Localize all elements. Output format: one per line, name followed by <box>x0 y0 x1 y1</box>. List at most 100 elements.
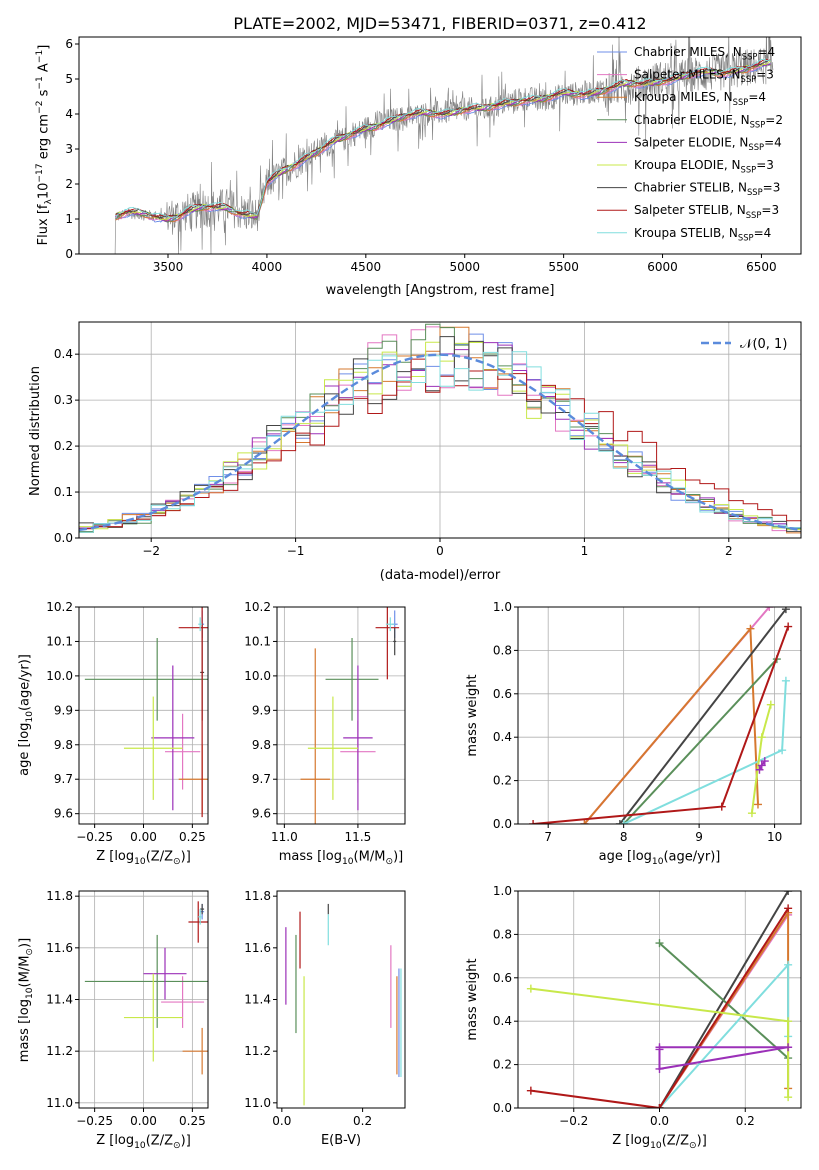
y-tick-label: 4 <box>65 107 73 121</box>
x-tick-label: −2 <box>142 544 160 558</box>
y-tick-label: 6 <box>65 37 73 51</box>
y-tick-label: 0.8 <box>493 927 512 941</box>
x-tick-label: 0.25 <box>179 1114 206 1128</box>
label-part: s <box>36 89 51 100</box>
residuals-panel: −2 −1 0 1 2 0.0 0.1 0.2 0.3 0.4 𝒩(0, 1) (data-model… <box>28 321 802 583</box>
label-part: =4 <box>748 90 766 104</box>
weight-marker <box>717 802 726 811</box>
weight-marker <box>784 960 793 969</box>
label-part: SSP <box>746 210 762 220</box>
label-part: Flux [f <box>36 204 51 245</box>
weight-series-line <box>658 1046 789 1071</box>
label-part: Z/Z <box>667 1133 689 1148</box>
errorbar-point <box>178 607 208 818</box>
x-tick-label: 11.5 <box>345 830 372 844</box>
y-tick-label: 11.8 <box>244 889 271 903</box>
y-tick-label: 11.2 <box>244 1044 271 1058</box>
label-part: Chabrier MILES, N <box>634 45 742 59</box>
x-axis-label: Z [log10(Z/Z⊙)] <box>96 849 191 867</box>
label-part: Chabrier STELIB, N <box>634 181 747 195</box>
x-tick-label: 5000 <box>449 260 480 274</box>
x-axis-label: Z [log10(Z/Z⊙)] <box>96 1133 191 1151</box>
y-tick-label: 0.6 <box>493 687 512 701</box>
errorbar-point <box>84 934 208 1028</box>
label-part: =3 <box>756 158 774 172</box>
plot-area <box>113 37 774 254</box>
axes-frame <box>276 890 406 1109</box>
label-part: ( <box>146 1133 151 1148</box>
label-part: Salpeter STELIB, N <box>634 203 746 217</box>
label-part: Z [log <box>612 1133 650 1148</box>
label-part: 10 <box>25 987 35 999</box>
errorbar-point <box>198 909 203 925</box>
weight-marker <box>580 820 589 824</box>
weight-series-line <box>530 907 789 1108</box>
label-part: =3 <box>761 203 779 217</box>
label-part: (M/M <box>17 956 32 988</box>
weight-series-line <box>622 658 778 824</box>
x-axis-label: Z [log10(Z/Z⊙)] <box>612 1133 707 1151</box>
label-part: )] <box>181 850 191 865</box>
weight-marker <box>526 1086 535 1095</box>
label-part: )] <box>393 850 403 865</box>
x-tick-label: 0.25 <box>179 830 206 844</box>
y-tick-label: 9.7 <box>252 772 271 786</box>
label-part: −17 <box>35 163 45 182</box>
weight-marker <box>784 622 793 631</box>
y-tick-label: 11.0 <box>244 1096 271 1110</box>
y-tick-label: 11.8 <box>46 889 73 903</box>
x-axis-label: (data-model)/error <box>380 568 501 583</box>
weight-marker <box>784 891 793 895</box>
y-tick-label: 9.8 <box>54 738 73 752</box>
label-part: age [log <box>599 849 652 864</box>
errorbar-point <box>385 617 395 632</box>
label-part: Z [log <box>96 849 134 864</box>
label-part: ⊙ <box>385 857 393 867</box>
weight-marker <box>778 746 787 755</box>
errorbar-point <box>307 696 358 800</box>
weight-marker <box>655 1064 664 1073</box>
y-tick-label: 9.8 <box>252 738 271 752</box>
y-tick-label: 0.0 <box>493 1101 512 1115</box>
y-tick-label: 9.9 <box>54 703 73 717</box>
label-part: ] <box>36 45 51 50</box>
y-tick-label: 3 <box>65 142 73 156</box>
y-tick-label: 0.4 <box>493 730 512 744</box>
weight-marker <box>757 761 766 770</box>
y-tick-label: 1.0 <box>493 600 512 614</box>
label-part: SSP <box>742 52 758 62</box>
label-part: SSP <box>747 187 763 197</box>
legend-entry: Chabrier ELODIE, NSSP=2 <box>634 113 783 130</box>
label-part: λ <box>44 199 54 205</box>
legend-entry: Chabrier STELIB, NSSP=3 <box>634 181 780 198</box>
errorbar-point <box>165 713 201 790</box>
y-tick-label: 0.2 <box>493 774 512 788</box>
y-tick-label: 9.6 <box>252 807 271 821</box>
weight-marker <box>760 757 769 766</box>
x-tick-label: 6000 <box>647 260 678 274</box>
x-tick-label: 4500 <box>351 260 382 274</box>
weight-marker <box>784 904 793 913</box>
x-tick-label: −0.25 <box>76 830 113 844</box>
weight-marker <box>753 800 762 809</box>
weight-series-line <box>619 608 787 824</box>
weight-marker <box>655 1104 664 1108</box>
axes-frame <box>78 321 802 539</box>
y-tick-label: 11.6 <box>244 941 271 955</box>
axes-frame <box>517 606 802 825</box>
x-tick-label: 9 <box>695 830 703 844</box>
plot-area <box>84 607 208 818</box>
model-fit-line <box>115 58 771 218</box>
y-tick-label: 0 <box>65 247 73 261</box>
y-tick-label: 2 <box>65 177 73 191</box>
weight-series-line <box>658 962 790 1108</box>
weight-marker <box>784 1017 793 1026</box>
y-tick-label: 9.7 <box>54 772 73 786</box>
errorbar-point <box>325 638 379 721</box>
y-axis-label: age [log10(age/yr)] <box>17 654 35 776</box>
label-part: )] <box>181 1134 191 1149</box>
label-part: erg cm <box>36 114 51 163</box>
label-part: (age/yr)] <box>17 654 32 711</box>
label-part: ( <box>146 849 151 864</box>
